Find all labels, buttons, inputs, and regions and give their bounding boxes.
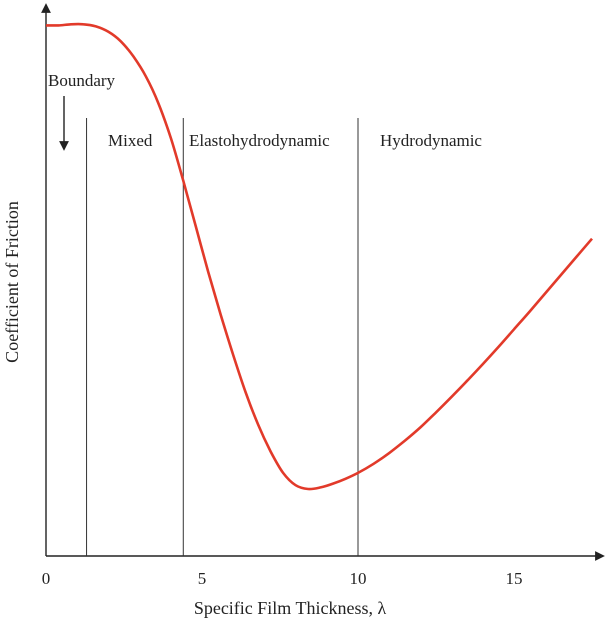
x-axis-title: Specific Film Thickness, λ [194,598,387,618]
x-tick-label: 15 [506,569,523,588]
region-label-hydrodynamic: Hydrodynamic [380,131,482,150]
y-axis-title: Coefficient of Friction [2,201,22,363]
region-label-elastohydrodynamic: Elastohydrodynamic [189,131,330,150]
region-label-mixed: Mixed [108,131,153,150]
region-label-boundary: Boundary [48,71,116,90]
friction-curve [45,22,593,491]
x-tick-label: 5 [198,569,207,588]
x-tick-label: 0 [42,569,51,588]
x-tick-label: 10 [350,569,367,588]
